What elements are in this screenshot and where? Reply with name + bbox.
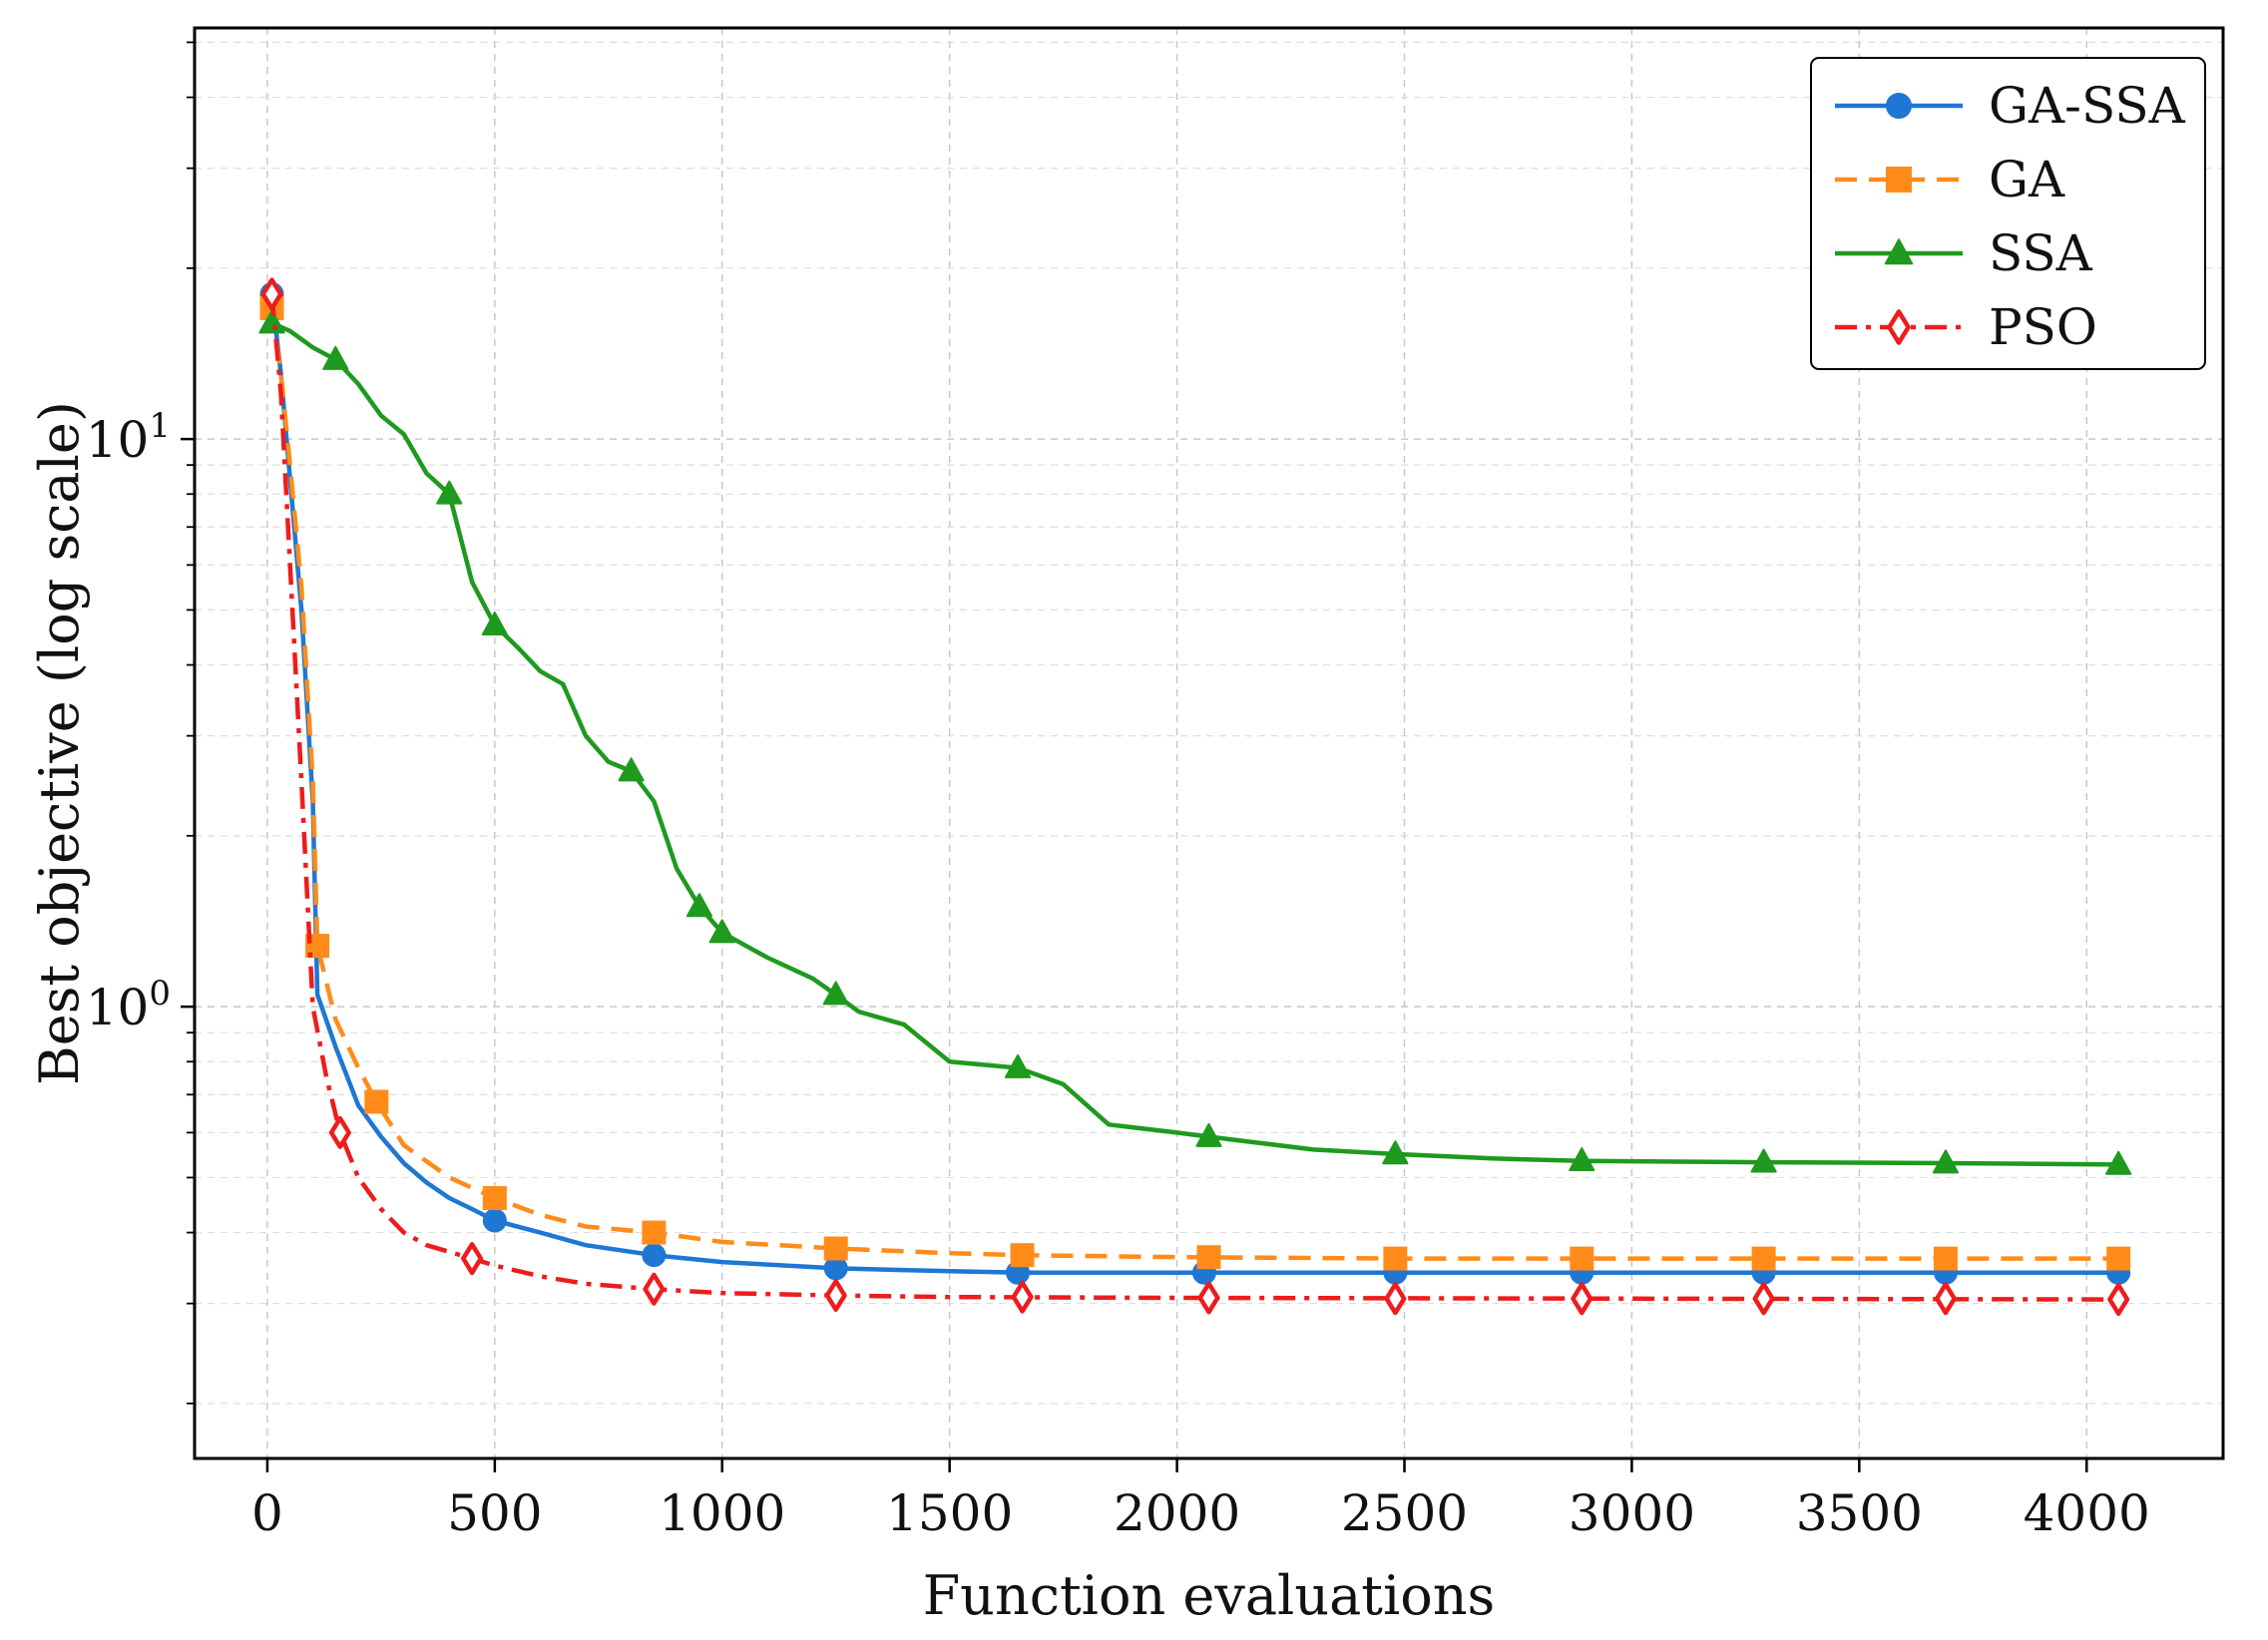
square-marker [1383,1246,1408,1271]
triangle-marker [1004,1053,1032,1078]
triangle-marker [258,309,285,334]
axis-ticks: 0 500 1000 1500 2000 2500 3000 3500 4000 101 100 [86,41,2150,1542]
diamond-marker [643,1272,666,1306]
triangle-marker [822,981,849,1006]
x-tick-label: 500 [447,1484,542,1542]
circle-marker [642,1243,667,1268]
y-tick-label: 101 [86,406,171,469]
diamond-marker [1934,1282,1957,1316]
legend-label: GA [1989,151,2065,208]
diamond-marker [260,277,283,311]
diamond-marker [1752,1282,1775,1316]
square-marker [642,1220,667,1245]
plot-frame [193,26,2225,1460]
triangle-marker [481,612,508,636]
series-pso [260,277,2130,1317]
triangle-marker [1382,1140,1409,1165]
diamond-marker [1197,1281,1220,1315]
x-tick-label: 2000 [1114,1484,1240,1542]
series-line-ga [269,307,2119,1261]
diamond-marker [328,1115,351,1149]
x-tick-label: 3500 [1796,1484,1923,1542]
triangle-marker [1884,238,1914,265]
diamond-marker [1384,1282,1407,1316]
circle-marker [482,1208,507,1233]
square-marker [305,934,330,959]
diamond-marker [2107,1283,2130,1317]
x-tick-label: 1000 [659,1484,785,1542]
legend-label: SSA [1989,224,2093,282]
diamond-marker [1571,1282,1593,1316]
square-marker [1886,167,1912,193]
square-marker [1570,1246,1594,1271]
legend-label: GA-SSA [1989,77,2186,135]
square-marker [1196,1245,1221,1270]
series-ga [259,295,2131,1271]
series-ssa [258,309,2132,1175]
square-marker [823,1236,848,1261]
triangle-marker [322,345,349,370]
triangle-marker [618,757,645,782]
legend-item-ga: GA [1835,151,2065,208]
diamond-marker [1011,1280,1034,1314]
diamond-marker [824,1279,847,1313]
square-marker [1933,1246,1958,1271]
circle-marker [1886,93,1912,119]
series-line-pso [269,293,2119,1302]
triangle-marker [1750,1148,1777,1173]
legend: GA-SSA GA SSA PSO [1810,57,2206,370]
plot-area-series [258,277,2132,1317]
x-tick-label: 4000 [2024,1484,2150,1542]
triangle-marker [1195,1122,1222,1147]
triangle-marker [1932,1149,1960,1174]
x-axis-title: Function evaluations [923,1564,1496,1627]
legend-item-ga-ssa: GA-SSA [1835,77,2186,135]
square-marker [364,1089,389,1114]
x-tick-label: 0 [251,1484,283,1542]
x-tick-label: 2500 [1341,1484,1468,1542]
x-tick-label: 3000 [1569,1484,1695,1542]
legend-item-ssa: SSA [1835,224,2093,282]
legend-item-pso: PSO [1835,298,2097,356]
y-axis-title: Best objective (log scale) [28,401,91,1085]
x-tick-label: 1500 [886,1484,1013,1542]
circle-marker [823,1256,848,1281]
triangle-marker [1569,1147,1595,1172]
triangle-marker [685,893,713,918]
square-marker [2106,1246,2131,1271]
legend-box [1810,57,2206,370]
legend-label: PSO [1989,298,2097,356]
diamond-marker [461,1242,484,1276]
triangle-marker [708,919,735,944]
square-marker [482,1186,507,1211]
y-tick-label: 100 [86,974,171,1036]
triangle-marker [2105,1150,2132,1175]
square-marker [1751,1246,1776,1271]
triangle-marker [436,480,463,505]
square-marker [1010,1243,1035,1268]
diamond-marker [1887,309,1911,345]
